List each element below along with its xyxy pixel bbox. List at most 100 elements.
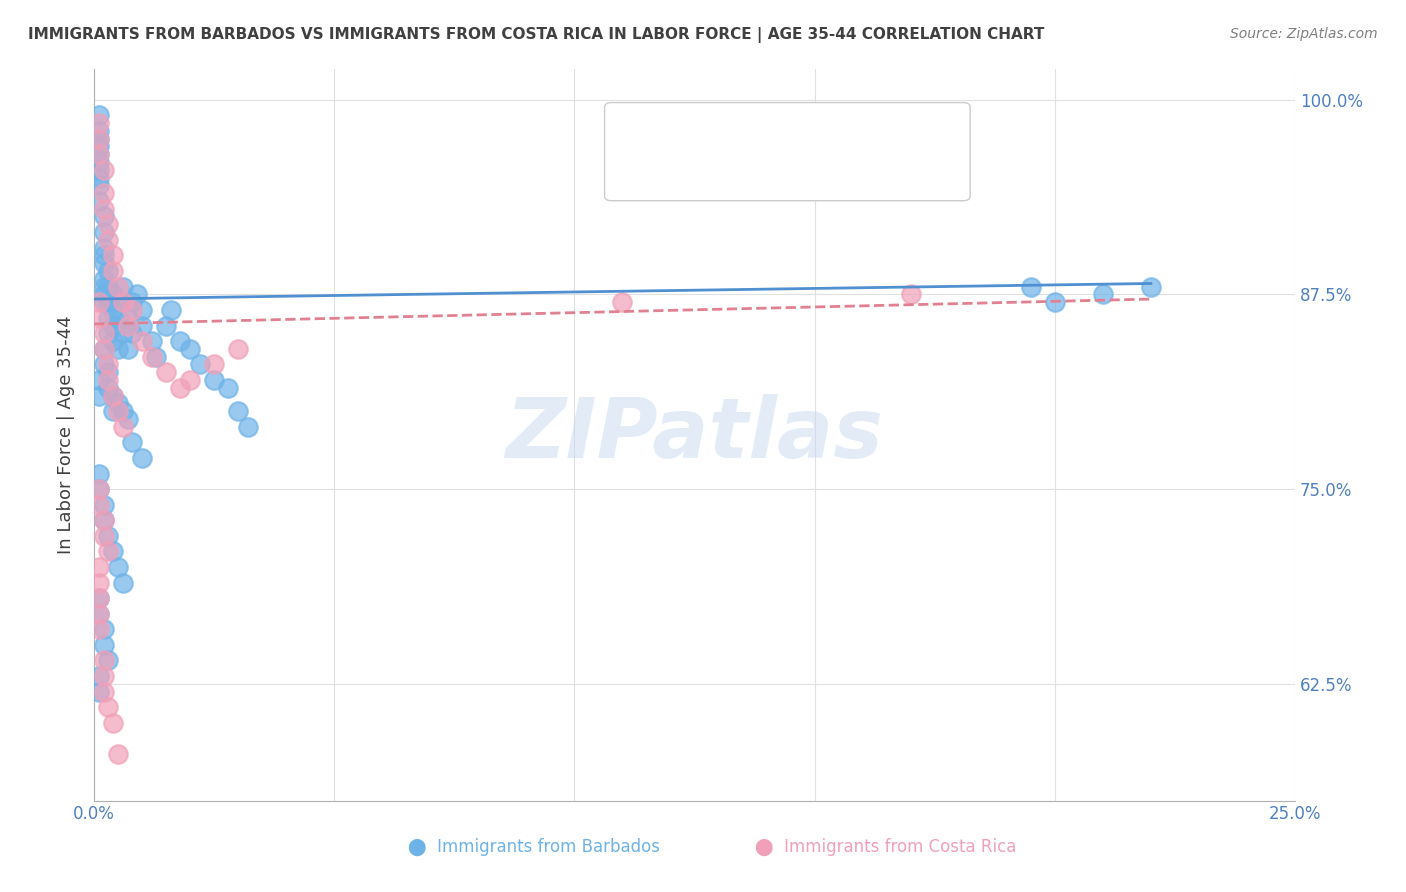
Point <box>111 419 134 434</box>
Point <box>87 669 110 683</box>
Point <box>93 342 115 356</box>
Point <box>93 622 115 636</box>
Point <box>107 404 129 418</box>
Point <box>159 302 181 317</box>
Point <box>141 334 163 348</box>
Point <box>97 358 120 372</box>
Point <box>87 170 110 185</box>
Text: ZIPatlas: ZIPatlas <box>506 394 883 475</box>
Text: IMMIGRANTS FROM BARBADOS VS IMMIGRANTS FROM COSTA RICA IN LABOR FORCE | AGE 35-4: IMMIGRANTS FROM BARBADOS VS IMMIGRANTS F… <box>28 27 1045 43</box>
Point <box>87 684 110 698</box>
Point <box>93 358 115 372</box>
Point <box>87 162 110 177</box>
Point <box>155 365 177 379</box>
Point <box>87 295 110 310</box>
Point <box>87 560 110 574</box>
Point <box>93 186 115 201</box>
Text: 83: 83 <box>794 123 817 141</box>
Point <box>87 591 110 606</box>
Point <box>93 241 115 255</box>
Point <box>107 310 129 325</box>
Point <box>169 334 191 348</box>
Point <box>97 326 120 341</box>
Point <box>97 381 120 395</box>
Point <box>107 342 129 356</box>
Point <box>101 318 124 333</box>
Point <box>117 318 139 333</box>
Point <box>87 310 110 325</box>
Point <box>97 310 120 325</box>
Point <box>97 700 120 714</box>
Point <box>226 404 249 418</box>
Point <box>93 529 115 543</box>
Point <box>93 225 115 239</box>
Point <box>101 389 124 403</box>
Point <box>107 747 129 761</box>
Point <box>169 381 191 395</box>
Text: 0.025: 0.025 <box>704 123 758 141</box>
Point <box>87 482 110 496</box>
Point <box>93 669 115 683</box>
Point <box>1091 287 1114 301</box>
Point <box>217 381 239 395</box>
Point <box>93 326 115 341</box>
Text: Source: ZipAtlas.com: Source: ZipAtlas.com <box>1230 27 1378 41</box>
Point <box>1140 279 1163 293</box>
Point <box>107 279 129 293</box>
Point <box>97 544 120 558</box>
Point <box>97 373 120 387</box>
Point <box>101 544 124 558</box>
Point <box>97 529 120 543</box>
Text: N =: N = <box>754 123 790 141</box>
Point <box>87 116 110 130</box>
Point <box>141 350 163 364</box>
Point <box>127 287 149 301</box>
Point <box>97 295 120 310</box>
Point <box>111 575 134 590</box>
Point <box>93 162 115 177</box>
Point <box>87 607 110 621</box>
FancyBboxPatch shape <box>517 93 761 171</box>
Point <box>87 389 110 403</box>
Point <box>87 575 110 590</box>
Point <box>101 389 124 403</box>
Point <box>131 334 153 348</box>
Point <box>97 365 120 379</box>
Point <box>121 435 143 450</box>
Point <box>131 318 153 333</box>
Point <box>93 287 115 301</box>
Point <box>87 131 110 145</box>
Point <box>121 326 143 341</box>
Point <box>93 684 115 698</box>
FancyBboxPatch shape <box>517 133 761 211</box>
Point <box>111 279 134 293</box>
Point <box>188 358 211 372</box>
Point <box>93 272 115 286</box>
Point <box>93 248 115 262</box>
Point <box>117 412 139 426</box>
Point <box>97 279 120 293</box>
Point <box>117 310 139 325</box>
Point <box>87 131 110 145</box>
Point <box>121 295 143 310</box>
Y-axis label: In Labor Force | Age 35-44: In Labor Force | Age 35-44 <box>58 315 75 554</box>
Point <box>612 295 634 310</box>
Point <box>93 256 115 270</box>
Point <box>87 147 110 161</box>
Point <box>145 350 167 364</box>
Point <box>87 108 110 122</box>
Point <box>202 358 225 372</box>
Point <box>111 326 134 341</box>
Point <box>93 638 115 652</box>
Point <box>1019 279 1042 293</box>
Point <box>101 287 124 301</box>
Point <box>101 404 124 418</box>
Point <box>93 342 115 356</box>
Point <box>93 653 115 667</box>
Point <box>93 202 115 216</box>
Point <box>179 342 201 356</box>
Text: ⬤  Immigrants from Barbados: ⬤ Immigrants from Barbados <box>408 838 661 856</box>
Point <box>101 302 124 317</box>
Point <box>179 373 201 387</box>
Text: R =: R = <box>669 123 706 141</box>
